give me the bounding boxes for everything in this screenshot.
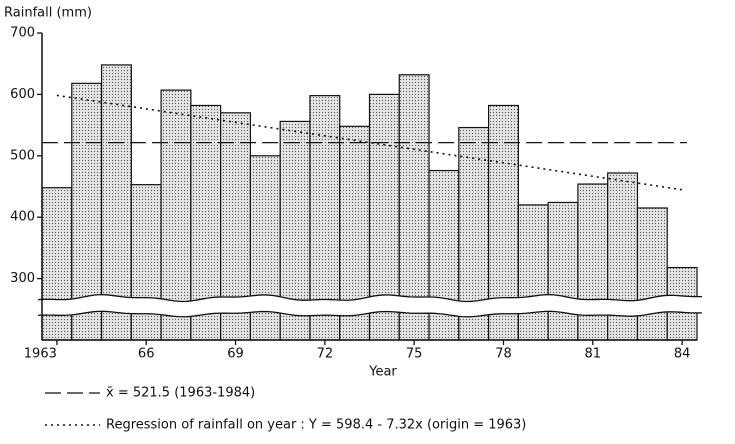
x-tick-label: 72: [317, 347, 334, 362]
x-tick-label: 69: [227, 347, 244, 362]
bar: [130, 184, 162, 341]
axis-break-edge: [37, 310, 703, 318]
bar: [577, 183, 609, 341]
x-axis-label: Year: [368, 365, 397, 380]
axis-break: [38, 294, 702, 317]
y-tick-label: 600: [10, 87, 35, 102]
x-tick-label: 1963: [24, 347, 57, 362]
x-tick-label: 66: [138, 347, 155, 362]
y-tick-label: 500: [10, 148, 35, 163]
x-tick-label: 84: [674, 347, 691, 362]
legend-label: x̄ = 521.5 (1963-1984): [106, 386, 255, 401]
y-tick-label: 300: [10, 271, 35, 286]
legend-label: Regression of rainfall on year : Y = 598…: [106, 418, 526, 433]
bar: [100, 64, 132, 341]
axis-break-edge: [37, 294, 703, 303]
y-axis-label: Rainfall (mm): [4, 6, 92, 21]
y-tick-label: 700: [10, 26, 35, 41]
bar: [547, 201, 579, 341]
x-tick-label: 78: [495, 347, 512, 362]
y-tick-label: 400: [10, 210, 35, 225]
bar: [636, 207, 668, 341]
bar: [41, 187, 73, 341]
x-tick-label: 81: [585, 347, 602, 362]
x-tick-label: 75: [406, 347, 423, 362]
bar: [517, 204, 549, 341]
